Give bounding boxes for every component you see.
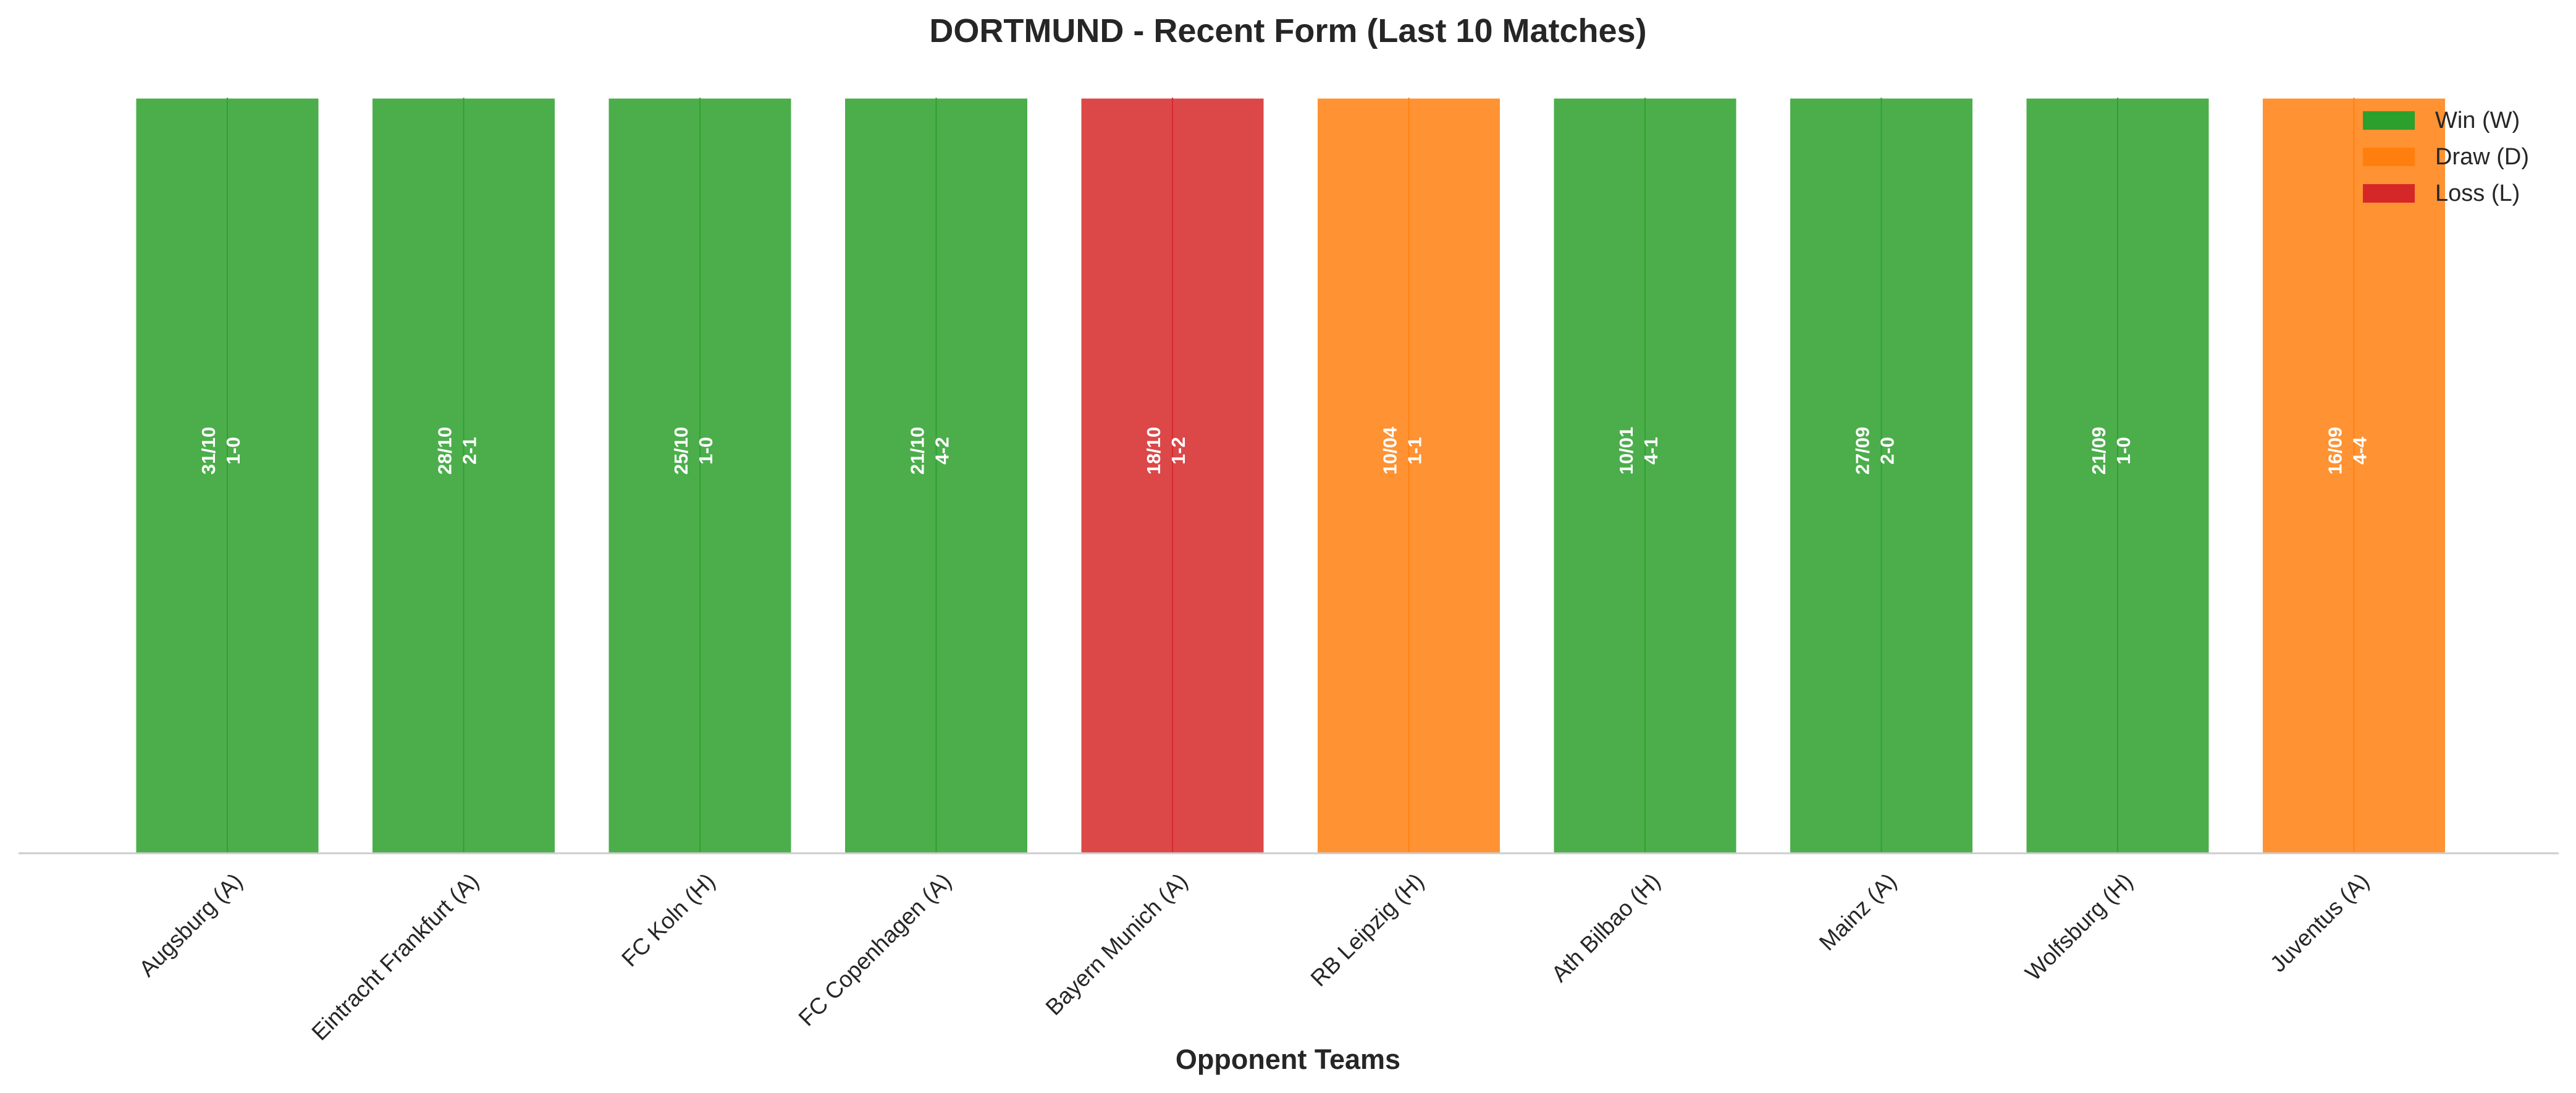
legend: Win (W) Draw (D) Loss (L) xyxy=(2363,108,2529,206)
x-tick-label: Eintracht Frankfurt (A) xyxy=(306,868,483,1045)
bar-date-label: 27/09 xyxy=(1852,427,1874,475)
bar-date-label: 21/10 xyxy=(907,427,928,475)
x-tick-label: Bayern Munich (A) xyxy=(1041,868,1193,1020)
x-tick-labels: Augsburg (A) Eintracht Frankfurt (A) FC Ko… xyxy=(134,868,2374,1045)
x-tick-label: FC Copenhagen (A) xyxy=(794,868,956,1031)
x-tick-label: Juventus (A) xyxy=(2265,868,2374,977)
bar-date-label: 18/10 xyxy=(1143,427,1164,475)
x-tick-label: Mainz (A) xyxy=(1814,868,1901,955)
bar-score-label: 4-4 xyxy=(2349,436,2371,465)
legend-swatch xyxy=(2363,184,2415,203)
x-tick-label: Ath Bilbao (H) xyxy=(1546,868,1665,987)
bar-score-label: 1-0 xyxy=(222,437,244,465)
legend-swatch xyxy=(2363,111,2415,130)
bar-score-label: 1-0 xyxy=(695,437,717,465)
bar-score-label: 1-2 xyxy=(1168,437,1189,465)
legend-swatch xyxy=(2363,148,2415,166)
legend-label: Loss (L) xyxy=(2435,180,2520,206)
bar-date-label: 28/10 xyxy=(434,427,456,475)
bar-date-label: 31/10 xyxy=(198,427,219,475)
bar-date-label: 16/09 xyxy=(2325,427,2346,475)
bar-date-label: 10/04 xyxy=(1379,426,1401,475)
bar-score-label: 1-1 xyxy=(1404,437,1426,465)
bar-score-label: 1-0 xyxy=(2113,437,2134,465)
x-tick-label: RB Leipzig (H) xyxy=(1306,868,1429,991)
bars-layer: 31/10 1-0 28/10 2-1 25/10 1-0 21/10 4-2 18/10 1-2… xyxy=(134,96,2447,855)
x-axis-label: Opponent Teams xyxy=(1176,1044,1400,1075)
legend-label: Draw (D) xyxy=(2435,144,2529,170)
bar-date-label: 10/01 xyxy=(1615,427,1637,475)
bar-date-label: 21/09 xyxy=(2088,427,2110,475)
bar-score-label: 4-1 xyxy=(1640,437,1662,465)
x-tick-label: FC Koln (H) xyxy=(617,868,720,971)
x-tick-label: Augsburg (A) xyxy=(134,868,247,981)
legend-label: Win (W) xyxy=(2435,108,2520,133)
bar-score-label: 2-0 xyxy=(1877,437,1898,465)
bar-score-label: 2-1 xyxy=(459,437,481,465)
bar-date-label: 25/10 xyxy=(670,427,692,475)
bar-score-label: 4-2 xyxy=(932,437,953,465)
x-tick-label: Wolfsburg (H) xyxy=(2020,868,2137,985)
chart-title: DORTMUND - Recent Form (Last 10 Matches) xyxy=(929,12,1646,49)
